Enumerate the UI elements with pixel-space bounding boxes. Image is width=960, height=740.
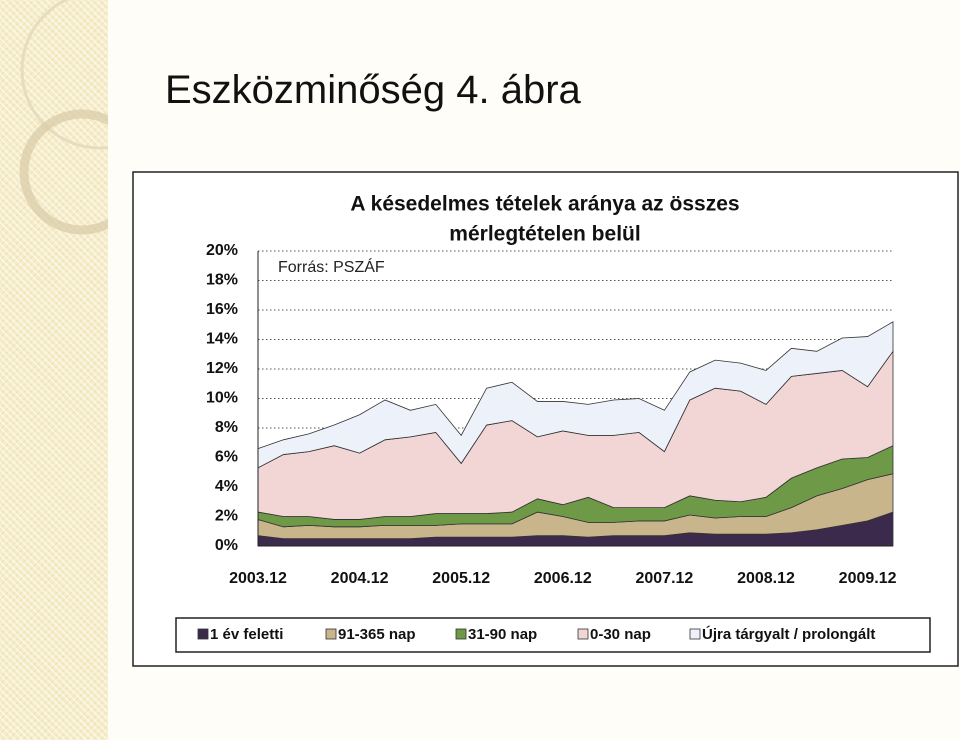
x-tick-label: 2006.12 — [534, 570, 592, 587]
y-tick-label: 4% — [215, 478, 238, 495]
area — [257, 321, 894, 469]
x-tick-label: 2003.12 — [229, 570, 287, 587]
y-tick-label: 8% — [215, 419, 238, 436]
legend-label: 91-365 nap — [338, 626, 416, 643]
legend-swatch — [325, 628, 337, 640]
x-tick-label: 2004.12 — [331, 570, 389, 587]
chart-title: mérlegtételen belül — [449, 223, 640, 246]
y-tick-label: 10% — [206, 390, 238, 407]
x-tick-label: 2008.12 — [737, 570, 795, 587]
slide-title: Eszközminőség 4. ábra — [165, 68, 581, 112]
legend-swatch — [455, 628, 467, 640]
y-tick-label: 14% — [206, 331, 238, 348]
x-tick-label: 2009.12 — [839, 570, 897, 587]
annotation: Forrás: PSZÁF — [278, 257, 385, 276]
legend-swatch — [197, 628, 209, 640]
legend-swatch — [577, 628, 589, 640]
legend-label: 1 év feletti — [210, 626, 283, 643]
x-tick-label: 2005.12 — [432, 570, 490, 587]
y-tick-label: 0% — [215, 537, 238, 554]
legend-label: 0-30 nap — [590, 626, 651, 643]
chart-title: A késedelmes tételek aránya az összes — [350, 193, 739, 216]
y-tick-label: 16% — [206, 301, 238, 318]
y-tick-label: 20% — [206, 242, 238, 259]
y-tick-label: 18% — [206, 272, 238, 289]
x-tick-label: 2007.12 — [635, 570, 693, 587]
y-tick-label: 2% — [215, 508, 238, 525]
legend-label: Újra tárgyalt / prolongált — [702, 625, 875, 643]
y-tick-label: 6% — [215, 449, 238, 466]
y-tick-label: 12% — [206, 360, 238, 377]
legend-swatch — [689, 628, 701, 640]
legend-label: 31-90 nap — [468, 626, 537, 643]
legend-frame — [175, 617, 931, 653]
